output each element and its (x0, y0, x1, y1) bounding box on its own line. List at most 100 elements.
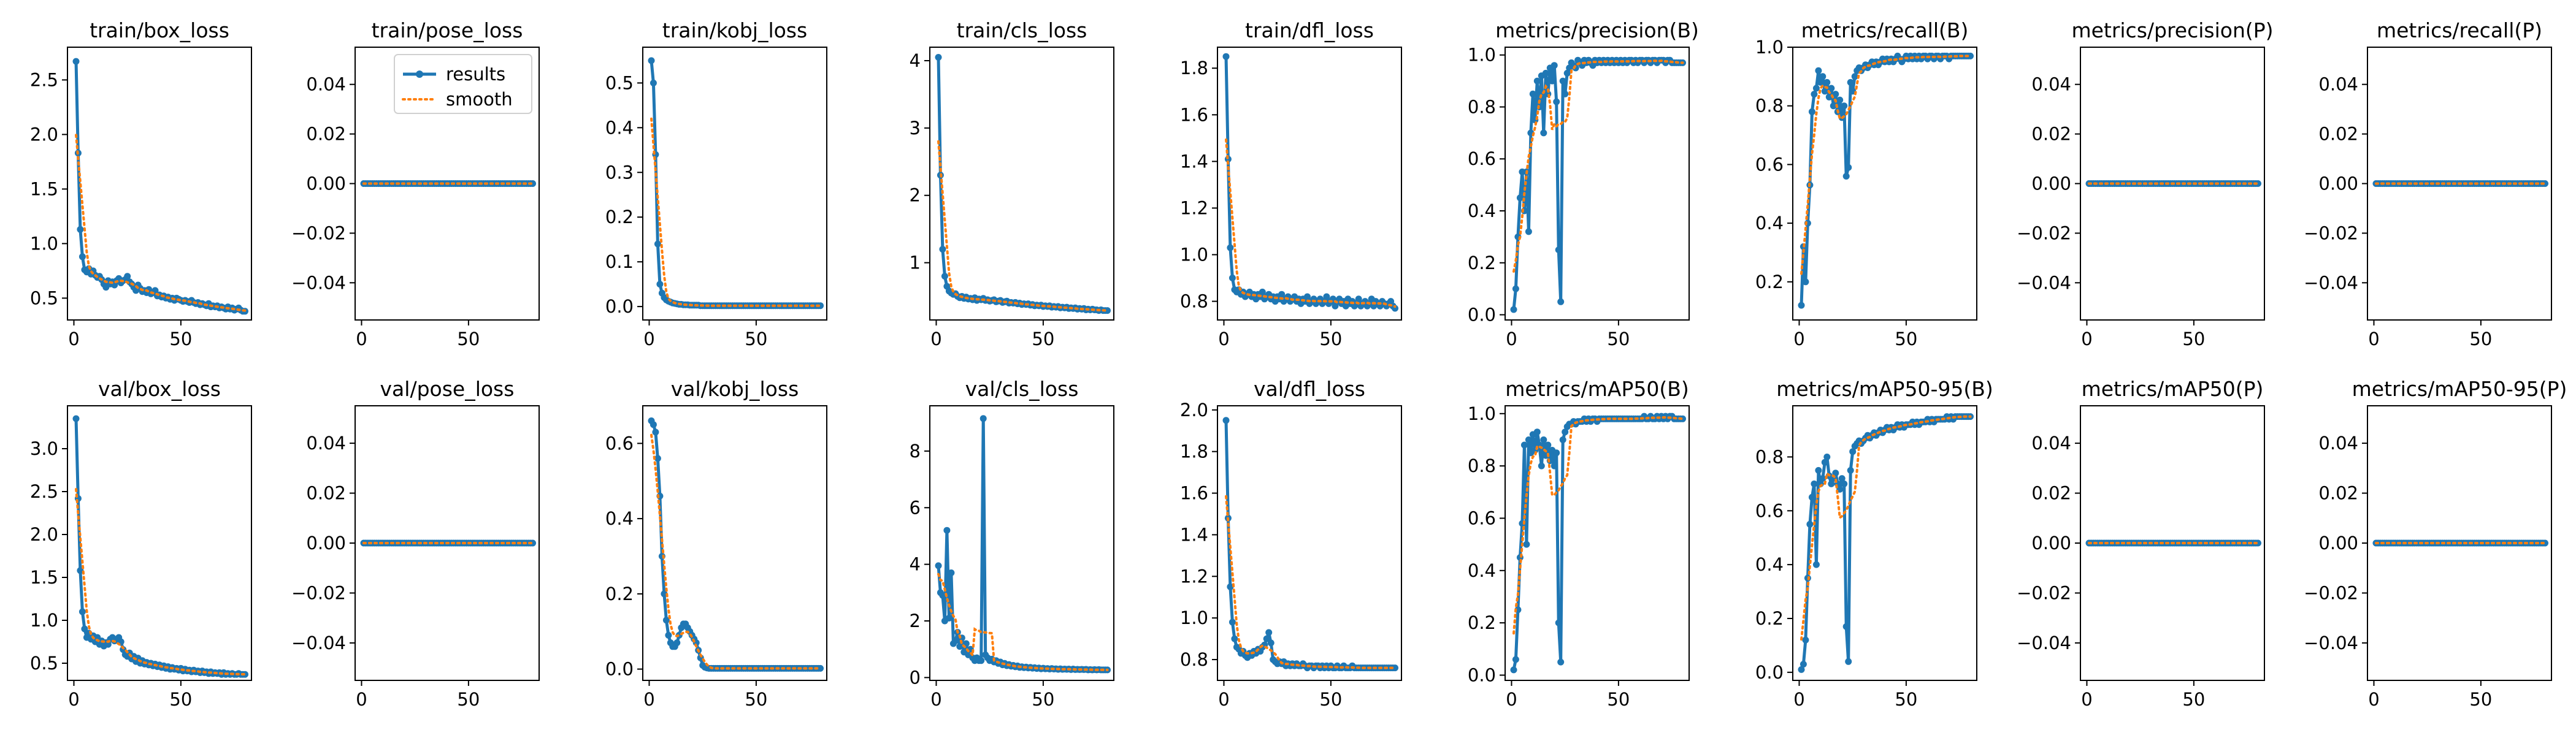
y-tick-label: −0.02 (2017, 223, 2071, 243)
data-point (79, 253, 86, 261)
y-tick-label: 0.6 (1755, 500, 1784, 521)
y-tick-label: 0.00 (2031, 533, 2071, 554)
data-point (1845, 164, 1852, 171)
data-point (1679, 415, 1686, 422)
data-point (1516, 194, 1524, 202)
data-point (1802, 278, 1809, 286)
data-point (654, 240, 661, 248)
y-tick-label: 0.04 (306, 433, 346, 454)
data-point (1222, 53, 1230, 60)
y-tick-label: 6 (910, 497, 921, 518)
data-point (1555, 619, 1562, 626)
data-point (1830, 102, 1837, 110)
data-point (650, 79, 657, 86)
data-point (939, 592, 946, 599)
y-tick-label: 0.0 (1468, 305, 1496, 325)
data-point (77, 226, 84, 233)
data-point (817, 664, 824, 672)
data-point (1259, 288, 1266, 295)
x-tick-label: 0 (1218, 329, 1229, 349)
series-results-line (1512, 414, 1683, 671)
chart-title: metrics/precision(B) (1495, 18, 1699, 42)
data-point (1557, 298, 1565, 305)
data-point (939, 246, 946, 253)
data-point (1806, 520, 1814, 528)
data-point (952, 637, 959, 644)
series-results-line (650, 420, 821, 670)
chart-panel: train/kobj_loss 0.0 0.1 0.2 0.3 0.4 0.5 0 50 (605, 18, 827, 349)
y-tick-label: 0.1 (605, 251, 634, 272)
chart-title: train/pose_loss (372, 18, 523, 42)
y-tick-label: 0.8 (1180, 291, 1208, 312)
y-tick-label: 0.4 (1468, 560, 1496, 581)
data-point (1355, 295, 1362, 303)
chart-panel: val/box_loss 0.5 1.0 1.5 2.0 2.5 3.0 0 50 (30, 377, 252, 710)
data-point (948, 569, 955, 576)
y-tick-label: 0.2 (605, 207, 634, 227)
data-point (1798, 666, 1805, 673)
data-point (1823, 454, 1831, 460)
chart-panel: metrics/recall(P) −0.04 −0.02 0.00 0.02 0.04 0… (2304, 18, 2552, 349)
y-tick-label: −0.04 (291, 633, 346, 653)
y-tick-label: 0.6 (1755, 154, 1784, 175)
data-point (1553, 98, 1560, 105)
data-point (1842, 623, 1850, 630)
data-point (1520, 441, 1528, 449)
chart-title: val/box_loss (98, 377, 221, 401)
chart-title: train/cls_loss (957, 18, 1087, 42)
data-point (656, 281, 664, 288)
y-tick-label: 0.4 (1755, 213, 1784, 234)
chart-title: val/pose_loss (380, 377, 515, 401)
x-tick-label: 0 (2081, 329, 2092, 349)
y-tick-label: 4 (910, 50, 921, 71)
data-point (1821, 88, 1828, 95)
data-point (1823, 78, 1831, 86)
series-results-line (650, 60, 821, 308)
y-tick-label: 0.0 (1468, 664, 1496, 685)
x-tick-label: 0 (1506, 329, 1517, 349)
data-point (1549, 77, 1556, 85)
plot-frame (642, 47, 827, 321)
y-tick-label: −0.02 (291, 582, 346, 603)
series-smooth-line (1225, 138, 1397, 308)
y-tick-label: 0.4 (1755, 554, 1784, 575)
data-point (1392, 305, 1398, 312)
plot-frame (2367, 47, 2552, 321)
data-point (104, 641, 112, 648)
y-tick-label: 1.0 (1468, 45, 1496, 66)
data-point (1278, 291, 1286, 298)
x-tick-label: 50 (2182, 689, 2205, 710)
chart-panel: val/cls_loss 0 2 4 6 8 0 50 (910, 377, 1114, 710)
chart-panel: train/pose_loss −0.04 −0.02 0.00 0.02 0.04 0 50… (291, 18, 540, 349)
data-point (979, 415, 987, 422)
chart-panel: metrics/mAP50-95(P) −0.04 −0.02 0.00 0.02 0.0… (2304, 377, 2567, 710)
data-point (652, 428, 659, 436)
x-tick-label: 0 (930, 689, 941, 710)
data-point (2255, 539, 2261, 547)
series-results-line (1512, 58, 1683, 310)
series-results-line (937, 417, 1108, 672)
data-point (1540, 436, 1547, 443)
y-tick-label: 0.02 (306, 124, 346, 145)
y-tick-label: 0.5 (605, 72, 634, 93)
y-tick-label: 0.2 (1755, 608, 1784, 629)
x-tick-label: 50 (2182, 329, 2205, 349)
data-point (1847, 466, 1854, 474)
y-tick-label: 3 (910, 118, 921, 139)
y-tick-label: −0.02 (2304, 582, 2358, 603)
data-point (1802, 636, 1809, 644)
y-tick-label: −0.04 (2017, 633, 2071, 653)
chart-panel: train/dfl_loss 0.8 1.0 1.2 1.4 1.6 1.8 0 50 (1180, 18, 1402, 349)
legend-smooth-label: smooth (446, 89, 513, 110)
series-smooth-line (1512, 59, 1684, 273)
data-point (1551, 62, 1558, 69)
series-smooth-line (75, 134, 247, 312)
y-tick-label: 2.5 (30, 481, 58, 502)
series-results-line (1224, 56, 1397, 310)
data-point (1229, 275, 1236, 281)
data-point (1525, 436, 1532, 443)
data-point (665, 631, 672, 639)
chart-panel: train/cls_loss 1 2 3 4 0 50 (910, 18, 1114, 349)
data-point (945, 614, 953, 622)
y-tick-label: 0.6 (1468, 148, 1496, 169)
